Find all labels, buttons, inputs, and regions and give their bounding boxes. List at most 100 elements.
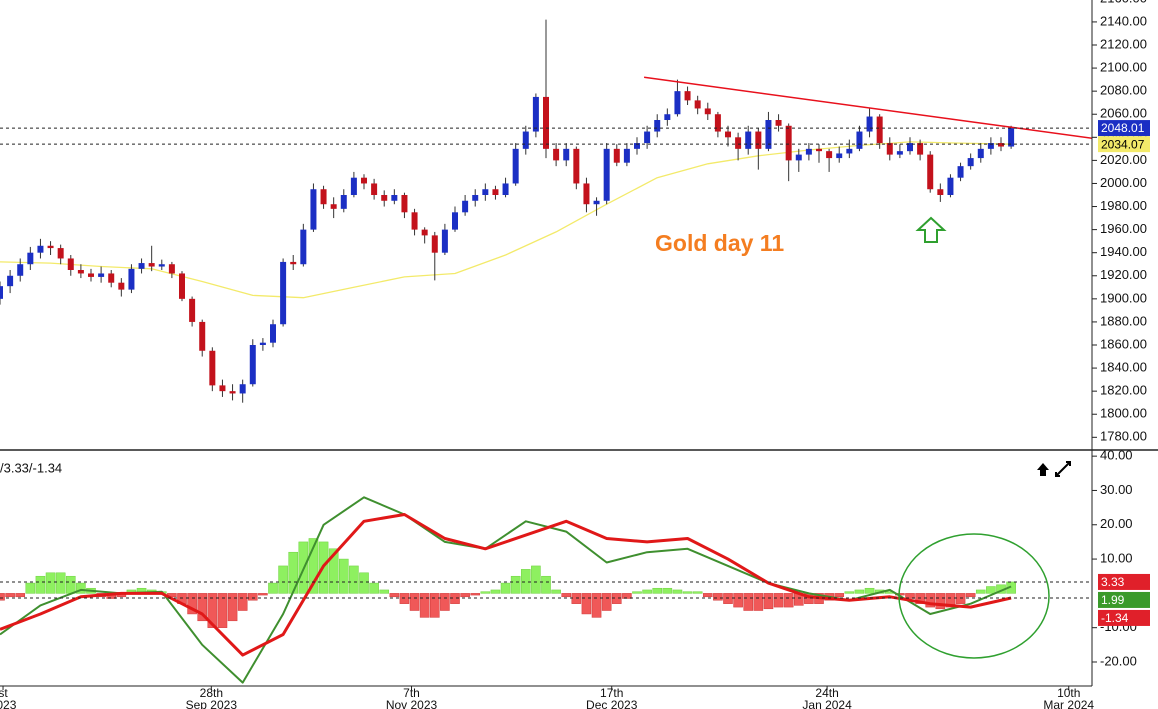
x-tick-label: 28th <box>200 686 223 700</box>
histogram-bar <box>672 589 683 594</box>
histogram-bar <box>702 593 713 598</box>
candle-body <box>613 148 620 163</box>
histogram-bar <box>217 593 228 628</box>
candle-body <box>917 143 924 155</box>
histogram-bar <box>783 593 794 608</box>
histogram-bar <box>288 551 299 594</box>
y-tick-label: 1900.00 <box>1100 290 1147 305</box>
candle-body <box>856 131 863 149</box>
macd-panel <box>0 496 1092 684</box>
candle-body <box>320 189 327 205</box>
y-tick-label: 1800.00 <box>1100 406 1147 421</box>
histogram-bar <box>450 593 460 604</box>
value-tag <box>1098 591 1150 608</box>
histogram-bar <box>510 575 521 594</box>
candle-body <box>1008 128 1015 147</box>
expand-icon[interactable] <box>1055 461 1071 477</box>
candle-body <box>27 252 34 265</box>
candle-body <box>47 245 54 249</box>
candle-body <box>57 248 64 259</box>
histogram-bar <box>743 593 754 611</box>
trendline <box>643 76 1092 139</box>
histogram-bar <box>662 587 673 594</box>
candle-body <box>199 321 206 351</box>
candle-body <box>573 148 580 184</box>
candle-body <box>987 143 994 149</box>
x-tick-label: 17th <box>600 686 623 700</box>
move-icon[interactable] <box>1037 463 1049 476</box>
candle-body <box>907 143 913 152</box>
y-tick-label: 1920.00 <box>1100 267 1147 282</box>
candle-body <box>745 131 752 149</box>
macd-title: /3.33/-1.34 <box>0 460 62 475</box>
histogram-bar <box>338 558 349 594</box>
histogram-bar <box>591 593 602 618</box>
candle-body <box>805 148 812 155</box>
value-tag <box>1098 136 1150 153</box>
histogram-bar <box>763 593 774 610</box>
histogram-bar <box>278 565 288 594</box>
up-arrow <box>915 216 947 243</box>
candle-body <box>725 131 731 138</box>
candle-body <box>452 212 458 230</box>
candle-body <box>401 195 408 213</box>
candle-body <box>816 148 822 152</box>
histogram-bar <box>399 593 410 604</box>
histogram-bar <box>197 593 208 622</box>
candle-body <box>361 177 367 184</box>
histogram-bar <box>35 575 46 594</box>
histogram-bar <box>571 593 582 604</box>
candle-body <box>108 273 115 283</box>
histogram-bar <box>237 593 248 611</box>
y-tick-label: 2080.00 <box>1100 83 1147 98</box>
candle-body <box>249 345 256 385</box>
date-band <box>0 687 1158 709</box>
histogram-bar <box>328 548 339 594</box>
candle-body <box>138 263 145 269</box>
candle-body <box>735 137 742 149</box>
y-tick-label: -20.00 <box>1100 653 1137 668</box>
histogram-bar <box>227 593 238 622</box>
highlight-ellipse <box>898 533 1050 659</box>
candle-body <box>179 273 185 299</box>
histogram-bar <box>622 593 632 599</box>
candle-body <box>371 183 378 195</box>
candle-body <box>623 148 630 163</box>
x-tick-sublabel: Dec 2023 <box>586 698 638 709</box>
candle-body <box>148 263 155 267</box>
candle-body <box>239 384 246 394</box>
histogram-bar <box>308 538 319 594</box>
candle-body <box>532 96 539 132</box>
histogram-bar <box>834 593 845 598</box>
candle-body <box>785 125 792 161</box>
candle-body <box>563 148 570 161</box>
histogram-bar <box>611 593 622 604</box>
candle-body <box>270 324 276 343</box>
candle-body <box>0 286 3 299</box>
candle-body <box>937 189 944 195</box>
histogram-bar <box>460 593 470 598</box>
candle-body <box>775 120 782 126</box>
histogram-bar <box>247 593 258 601</box>
candle-body <box>694 100 701 109</box>
y-tick-label: 40.00 <box>1100 448 1133 463</box>
histogram-bar <box>975 589 986 594</box>
candle-body <box>583 183 590 205</box>
histogram-bar <box>429 593 440 618</box>
histogram-bar <box>359 572 369 594</box>
candle-body <box>37 245 44 253</box>
y-tick-label: 1960.00 <box>1100 221 1147 236</box>
candle-body <box>967 158 974 167</box>
candle-body <box>977 148 984 159</box>
histogram-bar <box>258 593 268 596</box>
candle-body <box>482 189 489 195</box>
histogram-bar <box>76 582 86 594</box>
candle-body <box>512 148 519 184</box>
histogram-bar <box>925 593 936 608</box>
histogram-bar <box>268 582 278 594</box>
candle-body <box>330 204 337 209</box>
histogram-bar <box>632 591 642 594</box>
histogram-bar <box>723 593 733 604</box>
candle-body <box>593 200 600 205</box>
candle-body <box>755 131 762 149</box>
